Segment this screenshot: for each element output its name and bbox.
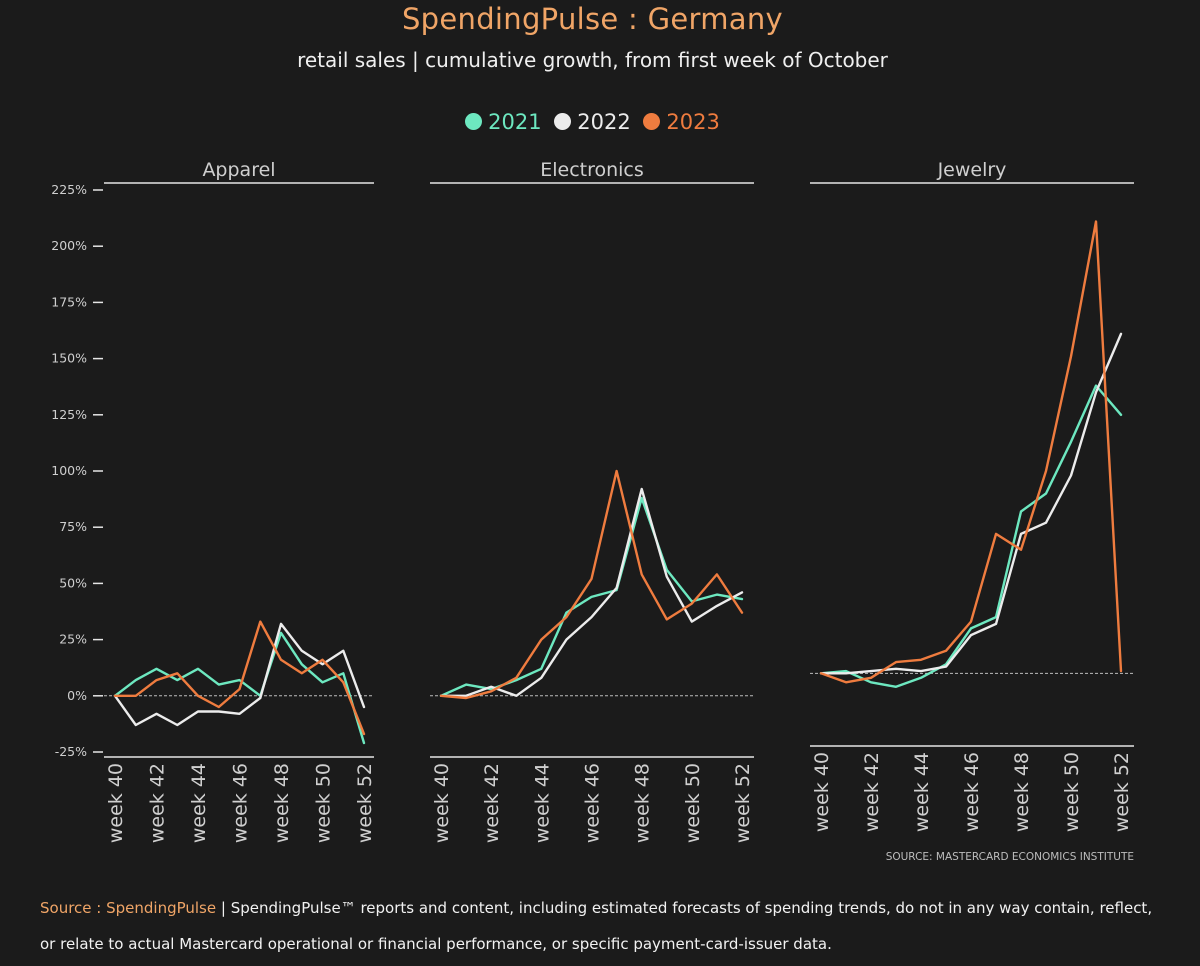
- chart-svg: 225% 200% 175% 150% 125% 100% 75% 50% 25% 0% -25% A…: [51, 159, 1134, 863]
- legend-dot-2022: [554, 113, 572, 130]
- y-tick-label: 150%: [51, 351, 87, 366]
- x-tick-label: week 46: [230, 763, 252, 843]
- y-tick-label: 25%: [59, 632, 87, 647]
- panel-title: Electronics: [540, 159, 644, 181]
- chart-source-note: SOURCE: MASTERCARD ECONOMICS INSTITUTE: [886, 851, 1134, 863]
- x-tick-label: week 48: [1011, 752, 1033, 832]
- x-tick-label: week 52: [354, 763, 376, 843]
- legend-item-2022: 2022: [554, 110, 631, 134]
- series-line-2023: [819, 220, 1123, 684]
- x-tick-label: week 50: [682, 763, 704, 843]
- legend-dot-2021: [465, 113, 483, 130]
- y-tick-label: 175%: [51, 294, 87, 309]
- series-line-2021: [819, 384, 1123, 688]
- footer-source-label: Source : SpendingPulse: [40, 899, 217, 917]
- panel-title: Jewelry: [937, 159, 1007, 181]
- x-tick-label: week 48: [632, 763, 654, 843]
- x-tick-label: week 46: [961, 752, 983, 832]
- x-tick-label: week 48: [271, 763, 293, 843]
- x-tick-label: week 44: [188, 763, 210, 843]
- chart-subtitle: retail sales | cumulative growth, from f…: [297, 48, 888, 72]
- x-tick-label: week 44: [531, 763, 553, 843]
- series-line-2023: [113, 620, 366, 736]
- legend-label-2021: 2021: [488, 110, 542, 134]
- x-tick-label: week 40: [105, 763, 127, 843]
- panel-title: Apparel: [202, 159, 275, 181]
- series-line-2022: [439, 487, 744, 697]
- x-tick-label: week 52: [1111, 752, 1133, 832]
- footer-note: Source : SpendingPulse | SpendingPulse™ …: [40, 890, 1160, 962]
- x-tick-label: week 42: [147, 763, 169, 843]
- x-tick-label: week 52: [732, 763, 754, 843]
- series-line-2021: [113, 631, 366, 745]
- y-tick-label: 0%: [67, 688, 87, 703]
- series-line-2023: [439, 469, 744, 700]
- x-tick-label: week 50: [313, 763, 335, 843]
- y-tick-label: 225%: [51, 182, 87, 197]
- legend-label-2023: 2023: [666, 110, 720, 134]
- legend-label-2022: 2022: [577, 110, 631, 134]
- x-tick-label: week 42: [861, 752, 883, 832]
- y-tick-label: -25%: [55, 744, 87, 759]
- series-line-2022: [819, 332, 1123, 675]
- legend-item-2023: 2023: [643, 110, 720, 134]
- y-tick-label: 200%: [51, 238, 87, 253]
- series-line-2022: [113, 622, 366, 727]
- legend-item-2021: 2021: [465, 110, 542, 134]
- y-tick-label: 100%: [51, 463, 87, 478]
- legend: 2021 2022 2023: [0, 110, 1185, 134]
- y-tick-label: 50%: [59, 575, 87, 590]
- x-tick-label: week 50: [1061, 752, 1083, 832]
- x-tick-label: week 44: [911, 752, 933, 832]
- y-tick-label: 75%: [59, 519, 87, 534]
- x-tick-label: week 42: [481, 763, 503, 843]
- series-line-2021: [439, 496, 744, 697]
- y-tick-label: 125%: [51, 407, 87, 422]
- x-tick-label: week 40: [811, 752, 833, 832]
- legend-dot-2023: [643, 113, 661, 130]
- chart-title: SpendingPulse : Germany: [401, 2, 784, 36]
- x-tick-label: week 40: [431, 763, 453, 843]
- footer-disclaimer: | SpendingPulse™ reports and content, in…: [40, 899, 1153, 953]
- x-tick-label: week 46: [582, 763, 604, 843]
